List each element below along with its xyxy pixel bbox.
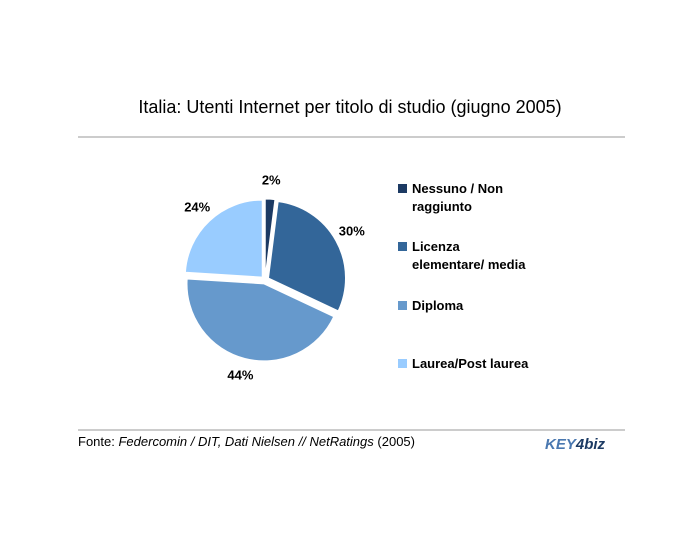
logo-part: KEY [545,436,576,453]
data-label: 30% [339,224,365,239]
data-label: 24% [184,199,210,214]
legend-item: Laurea/Post laurea [398,355,532,373]
data-label: 44% [227,367,253,382]
legend-item: Nessuno / Non raggiunto [398,180,532,216]
source-prefix: Fonte: [78,434,115,449]
legend-item: Licenza elementare/ media [398,238,532,274]
logo-part: biz [584,436,606,453]
legend-swatch [398,359,407,368]
pie-slice [184,199,263,278]
legend-swatch [398,184,407,193]
legend-label: Licenza elementare/ media [412,239,526,272]
legend-swatch [398,301,407,310]
logo-part: 4 [575,436,585,453]
legend-label: Diploma [412,298,464,313]
source-suffix: (2005) [377,434,415,449]
logo: KEY4biz [545,436,605,453]
legend-swatch [398,242,407,251]
pie-slice [267,201,346,312]
source-italic: Federcomin / DIT, Dati Nielsen // NetRat… [118,434,374,449]
legend-label: Laurea/Post laurea [412,356,529,371]
legend-label: Nessuno / Non raggiunto [412,181,504,214]
pie-slice [186,278,335,362]
chart-title: Italia: Utenti Internet per titolo di st… [138,97,561,117]
source: Fonte: Federcomin / DIT, Dati Nielsen //… [78,434,415,449]
legend-item: Diploma [398,297,532,315]
data-label: 2% [262,173,281,188]
pie-slice [264,198,276,277]
